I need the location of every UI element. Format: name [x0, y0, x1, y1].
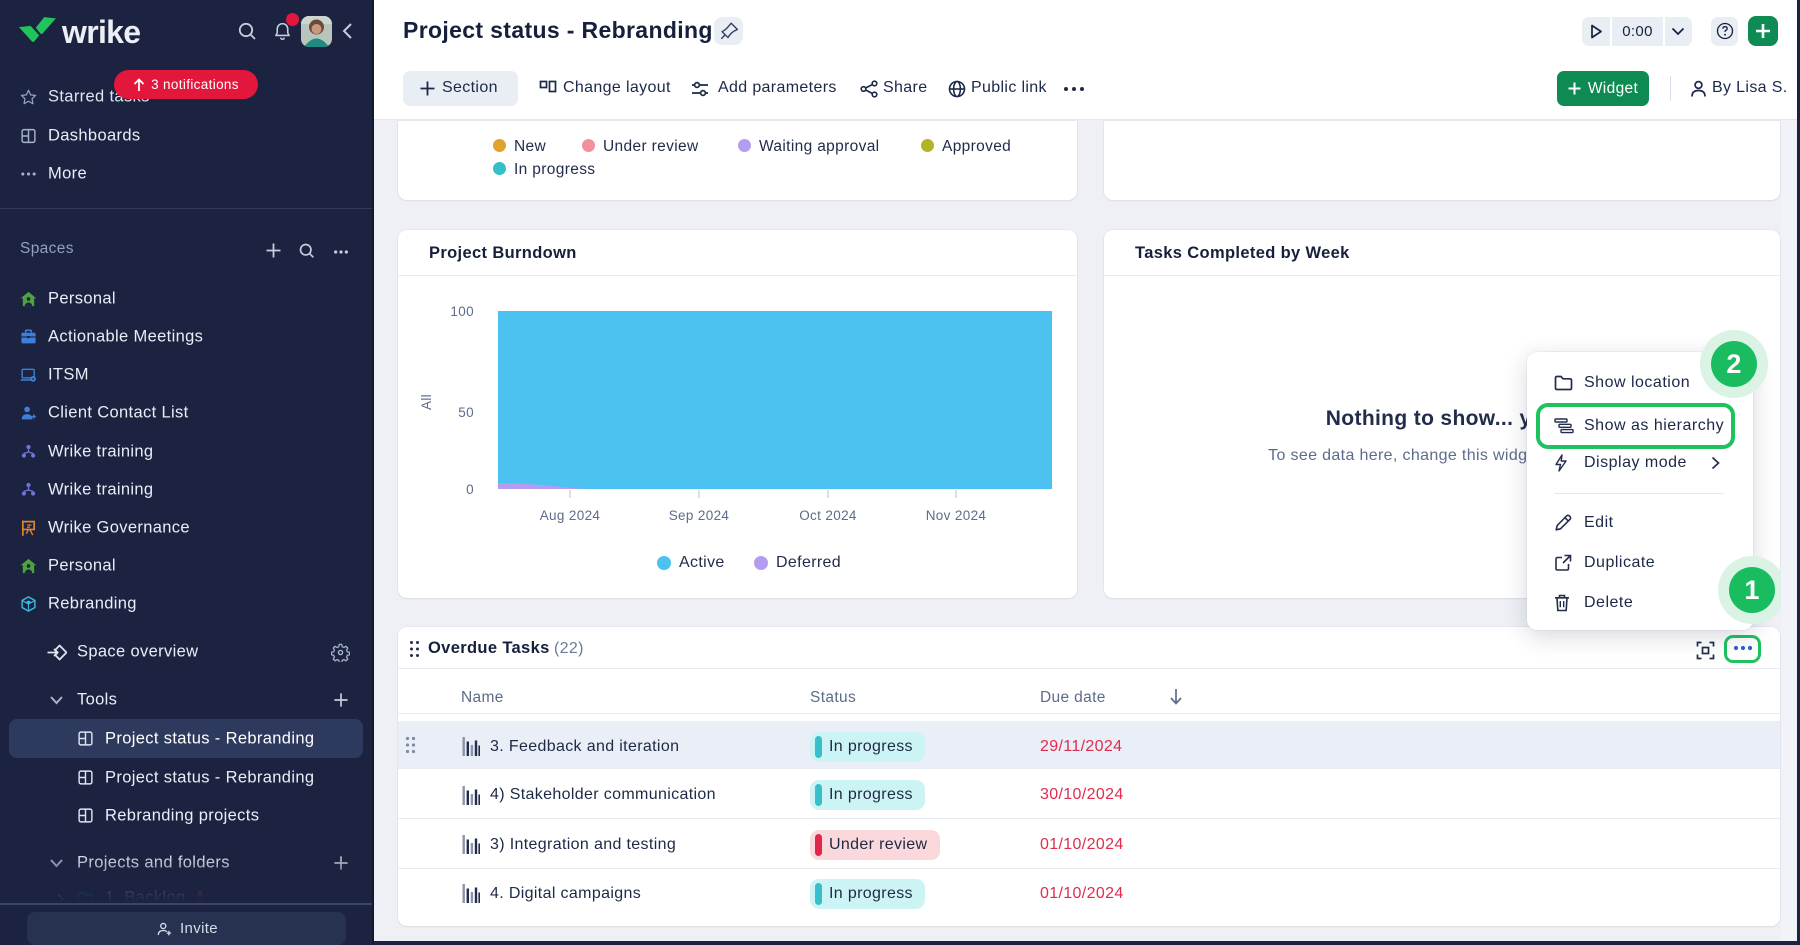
- svg-text:50: 50: [458, 405, 474, 420]
- svg-text:0: 0: [466, 482, 474, 497]
- svg-text:100: 100: [450, 304, 474, 319]
- svg-text:Sep 2024: Sep 2024: [669, 508, 730, 523]
- svg-text:All: All: [419, 394, 434, 410]
- svg-text:Oct 2024: Oct 2024: [799, 508, 857, 523]
- svg-text:Aug 2024: Aug 2024: [540, 508, 601, 523]
- svg-text:Nov 2024: Nov 2024: [926, 508, 987, 523]
